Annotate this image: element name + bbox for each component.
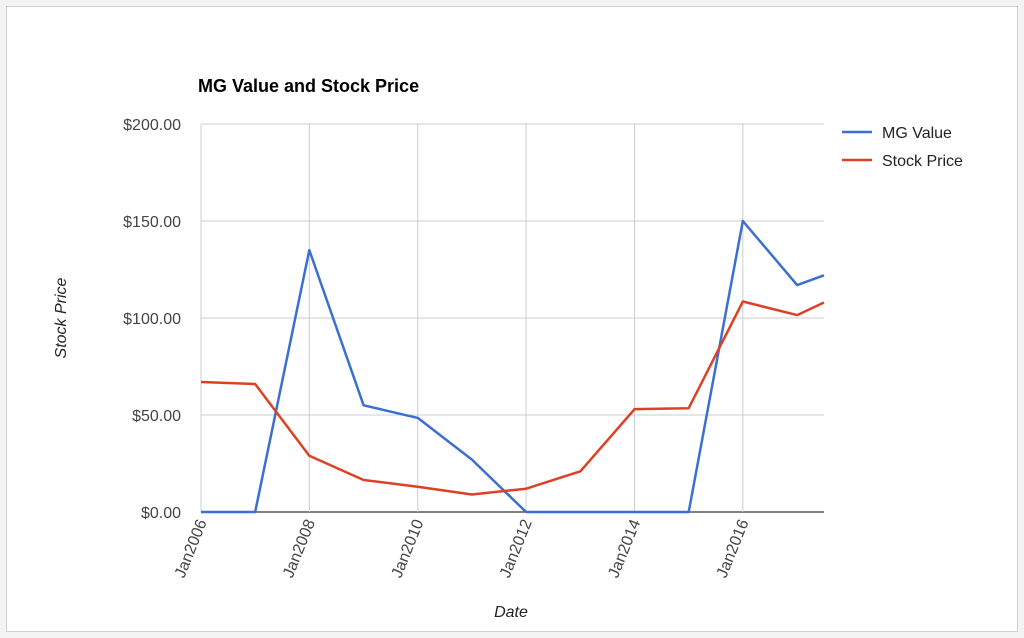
series-line-stock-price [200, 300, 825, 496]
y-tick-label: $200.00 [123, 117, 181, 134]
y-tick-label: $150.00 [123, 214, 181, 231]
x-tick-label: Jan2010 [389, 517, 428, 580]
y-tick-label: $0.00 [141, 505, 181, 522]
x-axis-label: Date [494, 604, 528, 621]
x-tick-label: Jan2006 [172, 517, 211, 580]
x-tick-label: Jan2012 [497, 517, 536, 580]
legend-label-stock-price: Stock Price [882, 153, 963, 170]
x-tick-label: Jan2016 [714, 517, 753, 580]
y-tick-label: $50.00 [132, 408, 181, 425]
series-lines [200, 219, 825, 514]
grid-lines [200, 123, 824, 513]
x-tick-label: Jan2008 [280, 517, 319, 580]
series-line-mg-value [201, 219, 825, 514]
x-tick-labels: Jan2006 Jan2008 Jan2010 Jan2012 Jan2014 Jan20… [172, 517, 753, 580]
legend-label-mg-value: MG Value [882, 125, 952, 142]
x-tick-label: Jan2014 [605, 517, 644, 580]
legend: MG Value Stock Price [842, 125, 963, 170]
y-tick-label: $100.00 [123, 311, 181, 328]
chart-title: MG Value and Stock Price [198, 76, 419, 96]
chart-frame [6, 6, 1018, 632]
y-tick-labels: $0.00 $50.00 $100.00 $150.00 $200.00 [123, 117, 181, 522]
y-axis-label: Stock Price [53, 277, 70, 358]
